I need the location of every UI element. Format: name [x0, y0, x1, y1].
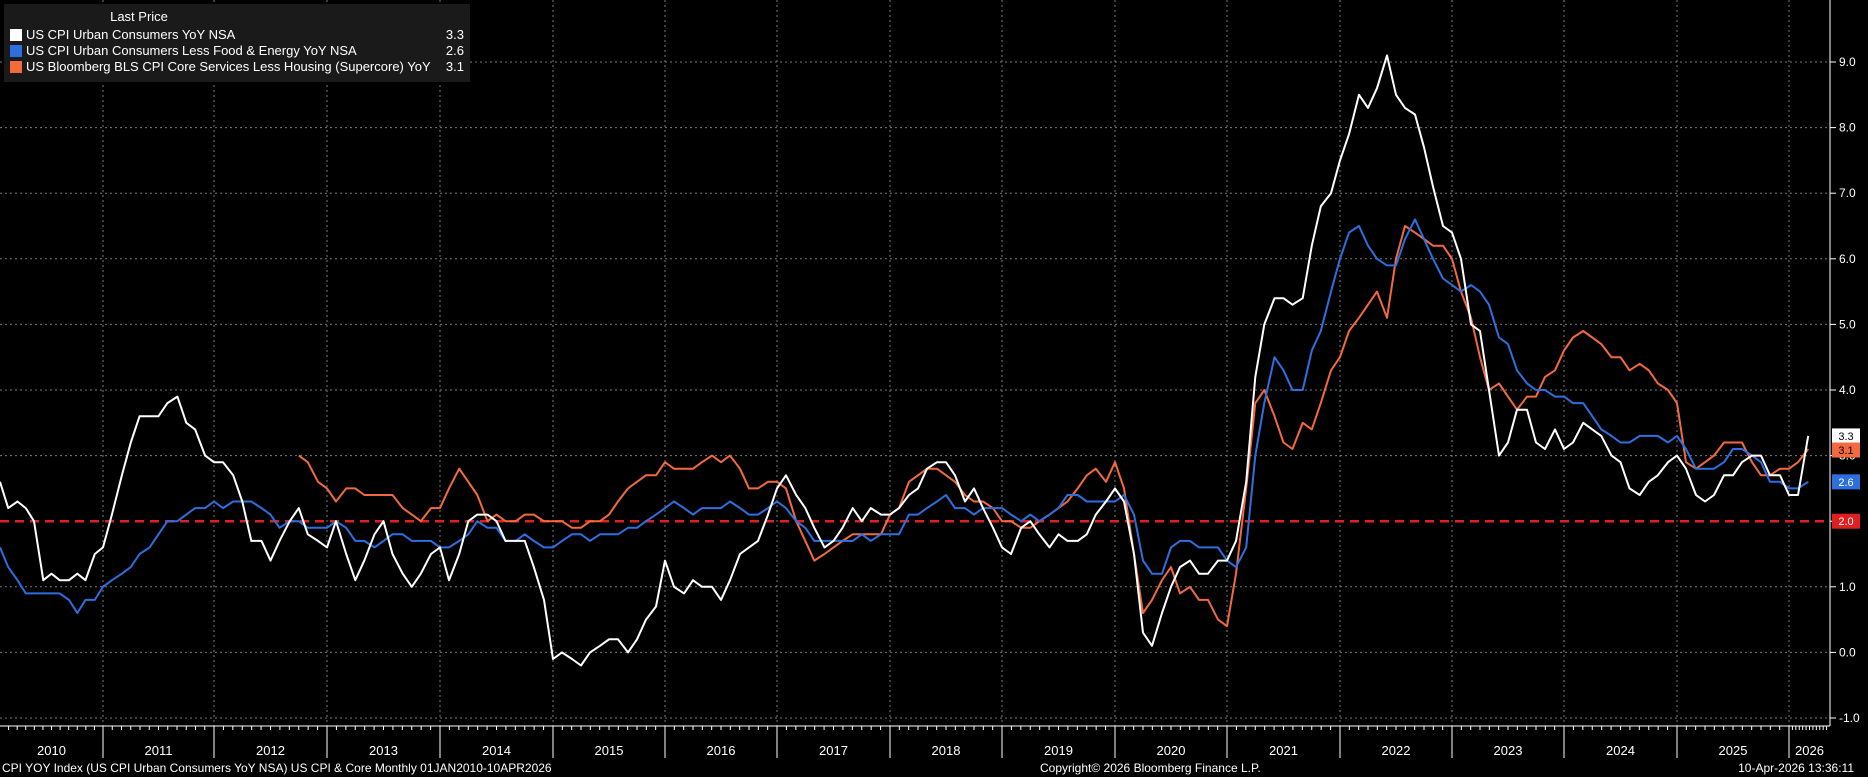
footer-timestamp: 10-Apr-2026 13:36:11: [1738, 761, 1854, 775]
end-label-box: [1832, 474, 1860, 490]
x-tick-label: 2022: [1382, 743, 1411, 758]
x-tick-label: 2018: [932, 743, 961, 758]
y-tick-label: 0.0: [1839, 645, 1856, 659]
footer-description: CPI YOY Index (US CPI Urban Consumers Yo…: [2, 761, 552, 775]
legend-value: 3.3: [445, 27, 464, 42]
x-tick-label: 2011: [145, 743, 173, 758]
x-tick-label: 2016: [707, 743, 736, 758]
legend-item-cpi: US CPI Urban Consumers YoY NSA 3.3: [4, 27, 470, 43]
end-label-box: [1832, 428, 1860, 444]
x-tick-label: 2012: [256, 743, 285, 758]
end-label-text: 3.1: [1838, 445, 1853, 457]
y-tick-label: 9.0: [1839, 55, 1856, 69]
x-tick-label: 2010: [37, 743, 66, 758]
end-label-box: [1832, 442, 1860, 458]
x-tick-label: 2024: [1606, 743, 1635, 758]
x-tick-label: 2026: [1795, 743, 1824, 758]
x-tick-label: 2013: [369, 743, 398, 758]
legend-panel: Last Price US CPI Urban Consumers YoY NS…: [4, 4, 470, 82]
legend-value: 3.1: [445, 59, 464, 74]
legend-label: US Bloomberg BLS CPI Core Services Less …: [26, 59, 431, 74]
x-tick-label: 2015: [595, 743, 624, 758]
series-lines: [0, 54, 1810, 667]
y-tick-label: 4.0: [1839, 383, 1856, 397]
footer-copyright: Copyright© 2026 Bloomberg Finance L.P.: [1040, 761, 1261, 775]
end-label-text: 3.3: [1838, 431, 1853, 443]
legend-item-core-cpi: US CPI Urban Consumers Less Food & Energ…: [4, 43, 470, 59]
end-label-box: [1832, 513, 1860, 529]
x-axis-ticks: 2010 2011 2012 2013 2014 2015 2016 2017 2018 2019…: [8, 726, 1828, 758]
legend-label: US CPI Urban Consumers YoY NSA: [26, 27, 236, 42]
x-tick-label: 2014: [482, 743, 511, 758]
y-tick-label: 5.0: [1839, 317, 1856, 331]
y-tick-label: -1.0: [1839, 711, 1860, 725]
gridlines: [0, 0, 1830, 726]
series-line-1: [0, 218, 1809, 614]
legend-swatch-core-cpi: [10, 45, 22, 57]
y-tick-label: 1.0: [1839, 580, 1856, 594]
legend-label: US CPI Urban Consumers Less Food & Energ…: [26, 43, 357, 58]
x-tick-label: 2017: [819, 743, 848, 758]
y-axis-ticks: 9.08.07.06.05.04.03.02.01.00.0-1.0: [0, 0, 1860, 727]
series-line-0: [0, 54, 1810, 667]
end-value-labels: 3.3 3.1 2.6 2.0: [1832, 428, 1860, 529]
y-tick-label: 6.0: [1839, 252, 1856, 266]
x-tick-label: 2019: [1044, 743, 1073, 758]
x-tick-label: 2021: [1269, 743, 1298, 758]
end-label-text: 2.0: [1838, 516, 1853, 528]
legend-value: 2.6: [445, 43, 464, 58]
end-label-text: 2.6: [1838, 477, 1853, 489]
y-tick-label: 7.0: [1839, 186, 1856, 200]
x-tick-label: 2023: [1494, 743, 1523, 758]
y-tick-label: 8.0: [1839, 121, 1856, 135]
x-tick-label: 2025: [1719, 743, 1748, 758]
legend-title: Last Price: [110, 9, 168, 24]
x-tick-label: 2020: [1157, 743, 1186, 758]
legend-item-supercore: US Bloomberg BLS CPI Core Services Less …: [4, 59, 470, 75]
legend-swatch-cpi: [10, 29, 22, 41]
legend-swatch-supercore: [10, 61, 22, 73]
